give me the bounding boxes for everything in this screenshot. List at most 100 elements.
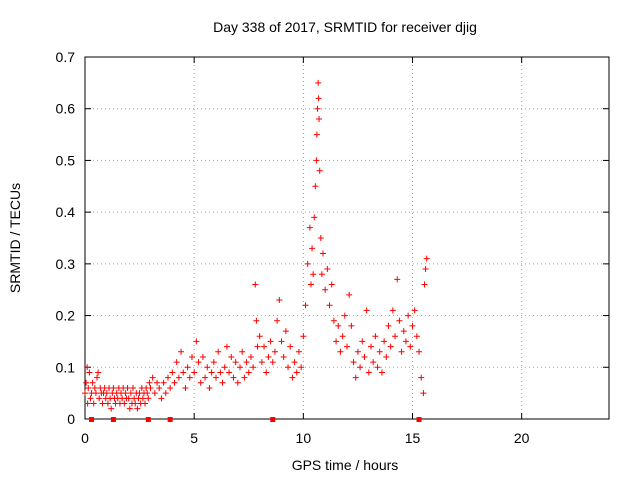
- data-point: [423, 255, 430, 262]
- data-point: [402, 338, 409, 345]
- data-point: [95, 369, 102, 376]
- data-point: [139, 395, 146, 402]
- data-point: [175, 374, 182, 381]
- data-point: [121, 400, 128, 407]
- data-point: [110, 384, 117, 391]
- data-point: [370, 359, 377, 366]
- data-point: [344, 343, 350, 350]
- x-tick-label: 5: [190, 430, 198, 446]
- data-point: [315, 95, 322, 102]
- data-point: [265, 353, 272, 360]
- data-point: [365, 369, 372, 376]
- data-point: [84, 364, 91, 371]
- data-point: [315, 79, 322, 86]
- data-point: [92, 390, 99, 397]
- data-point: [221, 364, 228, 371]
- data-point: [302, 302, 309, 309]
- data-point: [372, 333, 379, 340]
- data-point: [313, 157, 320, 164]
- data-point: [298, 364, 305, 371]
- data-point: [396, 317, 403, 324]
- data-point: [416, 348, 423, 355]
- data-point: [160, 379, 167, 386]
- data-point: [306, 224, 313, 231]
- data-point: [337, 348, 344, 355]
- data-point: [293, 369, 300, 376]
- data-point: [394, 276, 401, 283]
- plot-frame: [84, 56, 610, 420]
- data-point: [193, 338, 200, 345]
- data-point: [184, 364, 191, 371]
- data-point: [126, 405, 133, 412]
- data-point: [374, 364, 381, 371]
- data-point: [134, 405, 141, 412]
- data-point: [254, 343, 261, 350]
- data-point: [407, 343, 414, 350]
- data-point: [341, 312, 348, 319]
- data-point: [99, 400, 106, 407]
- grid-lines: [85, 57, 609, 419]
- x-tick-label: 20: [514, 430, 530, 446]
- data-point: [213, 374, 219, 381]
- data-point: [291, 359, 298, 366]
- gap-marker: [270, 417, 276, 422]
- data-point: [405, 312, 412, 319]
- data-point: [124, 384, 131, 391]
- data-point: [316, 116, 323, 123]
- data-point: [103, 390, 110, 397]
- data-point: [245, 369, 252, 376]
- data-point: [191, 369, 198, 376]
- data-point: [359, 338, 366, 345]
- gap-marker: [110, 417, 116, 422]
- data-point: [169, 369, 176, 376]
- data-point: [361, 353, 368, 360]
- data-point: [223, 343, 230, 350]
- data-point: [422, 266, 429, 273]
- data-point: [267, 338, 274, 345]
- data-point: [132, 400, 139, 407]
- data-points: [82, 79, 430, 412]
- data-point: [263, 369, 270, 376]
- x-axis-ticks: 0 5 10 15 20: [81, 57, 530, 446]
- data-point: [261, 343, 268, 350]
- data-point: [324, 266, 331, 273]
- data-point: [310, 271, 317, 278]
- data-point: [381, 338, 388, 345]
- gap-marker: [89, 417, 95, 422]
- data-point: [84, 400, 91, 407]
- y-axis-ticks: 0 0.1 0.2 0.3 0.4 0.5 0.6 0.7: [56, 49, 609, 427]
- data-point: [346, 291, 353, 298]
- y-tick-label: 0.5: [56, 152, 76, 168]
- data-point: [280, 353, 287, 360]
- data-point: [82, 390, 88, 397]
- data-point: [357, 364, 364, 371]
- data-point: [83, 379, 90, 386]
- chart-title: Day 338 of 2017, SRMTID for receiver dji…: [213, 19, 477, 35]
- data-point: [363, 307, 370, 314]
- data-point: [164, 374, 171, 381]
- data-point: [230, 374, 237, 381]
- data-point: [104, 400, 111, 407]
- data-point: [287, 343, 294, 350]
- data-point: [318, 271, 325, 278]
- data-point: [108, 405, 115, 412]
- data-point: [289, 374, 296, 381]
- data-point: [253, 317, 260, 324]
- data-point: [208, 369, 215, 376]
- x-tick-label: 15: [405, 430, 421, 446]
- gap-markers: [89, 417, 422, 422]
- data-point: [180, 369, 187, 376]
- data-point: [237, 364, 244, 371]
- data-point: [319, 250, 326, 257]
- data-point: [149, 374, 156, 381]
- x-tick-label: 10: [296, 430, 312, 446]
- data-point: [376, 348, 383, 355]
- data-point: [243, 359, 250, 366]
- gap-marker: [167, 417, 173, 422]
- data-point: [252, 281, 259, 288]
- data-point: [215, 348, 222, 355]
- data-point: [142, 400, 149, 407]
- data-point: [317, 235, 324, 241]
- data-point: [219, 379, 226, 386]
